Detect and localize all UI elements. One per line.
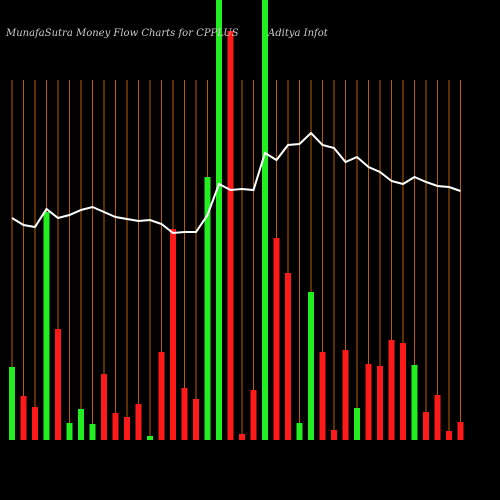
bar xyxy=(124,417,130,440)
bar xyxy=(377,366,383,440)
bar xyxy=(216,0,222,440)
bar xyxy=(147,436,153,440)
bar xyxy=(112,413,119,440)
bar xyxy=(204,177,211,440)
bar xyxy=(250,390,257,440)
bar xyxy=(285,273,291,440)
bar xyxy=(342,350,349,440)
bar xyxy=(411,365,418,440)
bars xyxy=(9,0,464,440)
bar xyxy=(365,364,372,440)
bar xyxy=(32,407,38,440)
bar xyxy=(66,423,73,440)
bar xyxy=(308,292,314,440)
bar xyxy=(9,367,15,440)
bar xyxy=(101,374,107,440)
bar xyxy=(331,430,337,440)
bar xyxy=(239,434,245,440)
bar xyxy=(434,395,441,440)
bar xyxy=(43,212,50,440)
bar xyxy=(354,408,360,440)
bar xyxy=(193,399,199,440)
bar xyxy=(170,229,176,440)
chart-subtitle: Aditya Infot xyxy=(267,28,329,39)
bar xyxy=(319,352,326,440)
bar xyxy=(446,431,452,440)
bar xyxy=(135,404,142,440)
bar xyxy=(89,424,96,440)
bar xyxy=(55,329,61,440)
bar xyxy=(273,238,280,440)
bar xyxy=(457,422,464,440)
bar xyxy=(181,388,188,440)
lines xyxy=(11,131,461,235)
bar xyxy=(400,343,406,440)
bar xyxy=(423,412,429,440)
bar xyxy=(78,409,84,440)
chart-title: MunafaSutra Money Flow Charts for CPPLUS xyxy=(5,28,239,39)
bar xyxy=(20,396,27,440)
bar xyxy=(262,0,268,440)
bar xyxy=(227,31,234,440)
bar xyxy=(388,340,395,440)
line xyxy=(11,131,461,235)
bar xyxy=(158,352,165,440)
bar xyxy=(296,423,303,440)
